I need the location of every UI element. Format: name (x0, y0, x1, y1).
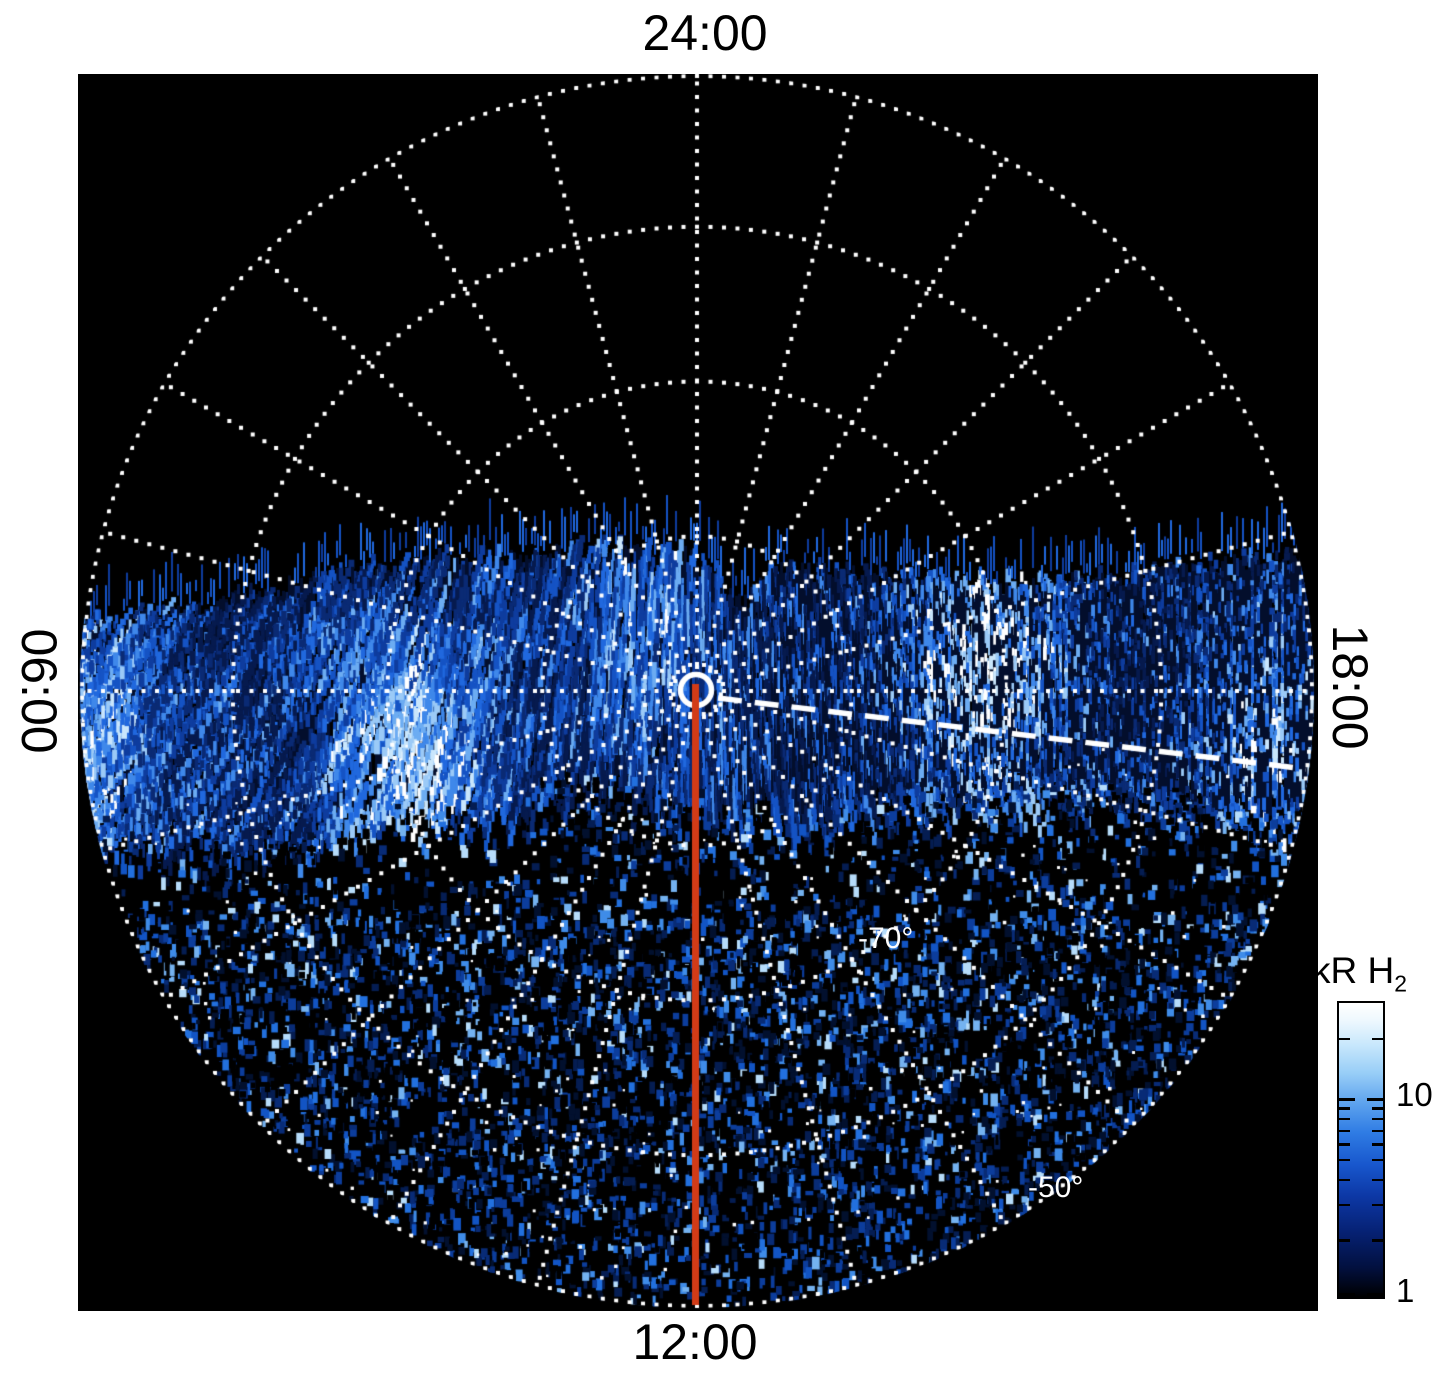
colorbar-tick (1372, 1203, 1383, 1207)
latitude-label-50: -50° (1028, 1171, 1084, 1204)
polar-emission-map-canvas (78, 74, 1318, 1311)
colorbar-tick-label-10: 10 (1396, 1076, 1433, 1114)
colorbar-title-main: kR H (1312, 950, 1395, 991)
time-label-18: 18:00 (1322, 624, 1378, 750)
colorbar-tick (1372, 1143, 1383, 1146)
colorbar-tick (1339, 1143, 1350, 1146)
colorbar-tick (1339, 1107, 1350, 1110)
colorbar-tick (1372, 1117, 1383, 1121)
latitude-label-70: -70° (858, 922, 914, 955)
time-label-06: 06:00 (11, 628, 67, 754)
colorbar-tick (1372, 1037, 1383, 1041)
colorbar-tick (1372, 1158, 1383, 1162)
colorbar-tick (1339, 1117, 1350, 1121)
colorbar-tick (1367, 1293, 1383, 1296)
colorbar-tick (1372, 1239, 1383, 1242)
colorbar (1337, 1001, 1385, 1299)
colorbar-tick (1339, 1203, 1350, 1207)
colorbar-tick (1372, 1178, 1383, 1182)
colorbar-tick (1339, 1158, 1350, 1162)
colorbar-tick (1339, 1098, 1355, 1101)
polar-plot-area: -70° -50° (78, 74, 1318, 1311)
colorbar-tick (1339, 1178, 1350, 1182)
colorbar-title-subscript: 2 (1394, 970, 1407, 997)
colorbar-tick (1339, 1037, 1350, 1041)
colorbar-tick (1339, 1239, 1350, 1242)
time-label-24: 24:00 (642, 5, 768, 61)
colorbar-tick (1372, 1129, 1383, 1132)
colorbar-tick (1339, 1293, 1355, 1296)
colorbar-tick (1367, 1098, 1383, 1101)
colorbar-tick (1339, 1129, 1350, 1132)
colorbar-title: kR H2 (1312, 950, 1407, 997)
time-label-12: 12:00 (632, 1314, 758, 1370)
colorbar-tick-label-1: 1 (1396, 1272, 1415, 1310)
colorbar-tick (1372, 1107, 1383, 1110)
